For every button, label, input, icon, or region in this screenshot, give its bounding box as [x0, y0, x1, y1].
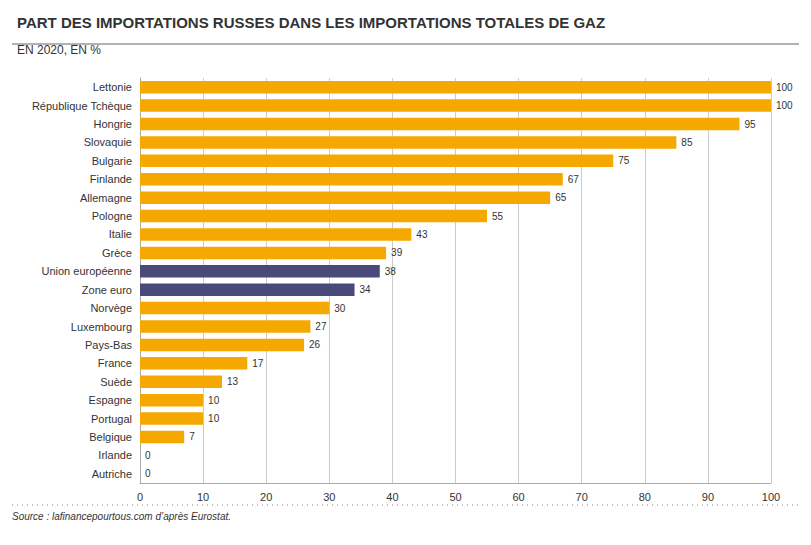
- svg-text:Hongrie: Hongrie: [93, 118, 132, 130]
- svg-text:Irlande: Irlande: [98, 449, 132, 461]
- svg-text:10: 10: [197, 491, 209, 503]
- svg-text:85: 85: [681, 137, 693, 148]
- svg-text:65: 65: [555, 192, 567, 203]
- svg-text:100: 100: [776, 82, 793, 93]
- svg-text:60: 60: [512, 491, 524, 503]
- svg-text:38: 38: [385, 266, 397, 277]
- svg-text:Portugal: Portugal: [91, 413, 132, 425]
- svg-text:0: 0: [145, 468, 151, 479]
- svg-text:Lettonie: Lettonie: [93, 81, 132, 93]
- svg-text:100: 100: [776, 100, 793, 111]
- svg-text:40: 40: [386, 491, 398, 503]
- svg-text:75: 75: [618, 155, 630, 166]
- svg-text:Allemagne: Allemagne: [80, 192, 132, 204]
- svg-text:70: 70: [576, 491, 588, 503]
- svg-text:80: 80: [639, 491, 651, 503]
- svg-text:Espagne: Espagne: [89, 394, 132, 406]
- svg-text:Zone euro: Zone euro: [82, 284, 132, 296]
- svg-text:Pologne: Pologne: [92, 210, 132, 222]
- svg-text:100: 100: [762, 491, 780, 503]
- svg-text:34: 34: [360, 284, 372, 295]
- svg-text:30: 30: [323, 491, 335, 503]
- svg-text:30: 30: [334, 303, 346, 314]
- svg-text:26: 26: [309, 339, 321, 350]
- svg-text:13: 13: [227, 376, 239, 387]
- svg-text:20: 20: [260, 491, 272, 503]
- svg-text:Grèce: Grèce: [102, 247, 132, 259]
- svg-text:Source : lafinancepourtous.com: Source : lafinancepourtous.com d’après E…: [12, 511, 231, 522]
- svg-text:10: 10: [208, 395, 220, 406]
- svg-text:Luxembourg: Luxembourg: [71, 321, 132, 333]
- svg-text:Pays-Bas: Pays-Bas: [85, 339, 133, 351]
- svg-text:67: 67: [568, 174, 580, 185]
- svg-text:0: 0: [145, 450, 151, 461]
- svg-text:50: 50: [449, 491, 461, 503]
- svg-text:55: 55: [492, 211, 504, 222]
- svg-text:39: 39: [391, 247, 403, 258]
- svg-text:90: 90: [702, 491, 714, 503]
- svg-text:27: 27: [315, 321, 327, 332]
- svg-text:Suède: Suède: [100, 376, 132, 388]
- svg-text:Autriche: Autriche: [92, 468, 132, 480]
- svg-text:7: 7: [189, 431, 195, 442]
- svg-text:République Tchèque: République Tchèque: [32, 100, 132, 112]
- svg-text:Norvège: Norvège: [90, 302, 132, 314]
- svg-text:Finlande: Finlande: [90, 173, 132, 185]
- svg-text:17: 17: [252, 358, 264, 369]
- svg-text:PART DES IMPORTATIONS RUSSES D: PART DES IMPORTATIONS RUSSES DANS LES IM…: [17, 14, 605, 31]
- svg-text:EN 2020, EN %: EN 2020, EN %: [17, 43, 101, 57]
- svg-text:Slovaquie: Slovaquie: [84, 136, 132, 148]
- svg-text:0: 0: [137, 491, 143, 503]
- svg-text:Union européenne: Union européenne: [41, 265, 132, 277]
- svg-text:10: 10: [208, 413, 220, 424]
- svg-text:France: France: [98, 357, 132, 369]
- svg-text:Bulgarie: Bulgarie: [92, 155, 132, 167]
- svg-text:43: 43: [416, 229, 428, 240]
- svg-text:Belgique: Belgique: [89, 431, 132, 443]
- svg-text:Italie: Italie: [109, 228, 132, 240]
- svg-text:95: 95: [744, 119, 756, 130]
